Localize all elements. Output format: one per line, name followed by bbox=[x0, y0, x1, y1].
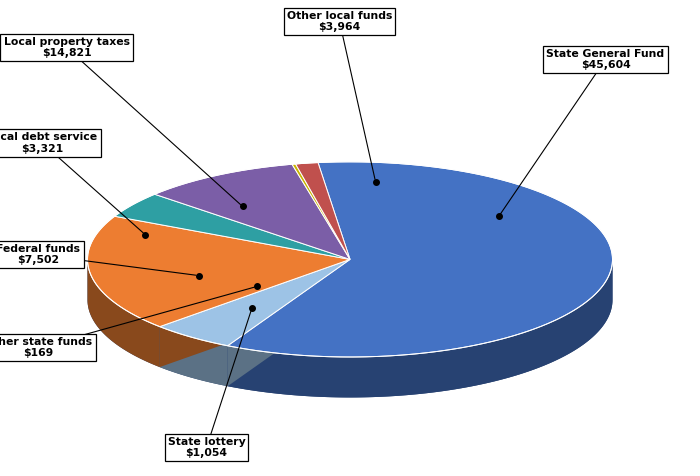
Polygon shape bbox=[228, 260, 612, 397]
Text: State lottery
$1,054: State lottery $1,054 bbox=[167, 436, 246, 458]
Polygon shape bbox=[115, 194, 350, 259]
Text: Federal funds
$7,502: Federal funds $7,502 bbox=[0, 244, 80, 266]
Polygon shape bbox=[160, 259, 350, 367]
Polygon shape bbox=[228, 259, 350, 386]
Text: Other local funds
$3,964: Other local funds $3,964 bbox=[287, 10, 392, 32]
Polygon shape bbox=[295, 163, 350, 259]
Polygon shape bbox=[88, 259, 160, 367]
Polygon shape bbox=[88, 259, 612, 397]
Polygon shape bbox=[155, 164, 350, 259]
Polygon shape bbox=[228, 162, 612, 357]
Polygon shape bbox=[88, 216, 350, 327]
Text: State General Fund
$45,604: State General Fund $45,604 bbox=[547, 49, 664, 70]
Text: Local property taxes
$14,821: Local property taxes $14,821 bbox=[4, 37, 130, 59]
Polygon shape bbox=[292, 164, 350, 259]
Polygon shape bbox=[160, 259, 350, 367]
Text: Other state funds
$169: Other state funds $169 bbox=[0, 337, 92, 358]
Polygon shape bbox=[160, 327, 228, 386]
Polygon shape bbox=[228, 259, 350, 386]
Text: Local debt service
$3,321: Local debt service $3,321 bbox=[0, 132, 97, 154]
Polygon shape bbox=[160, 259, 350, 346]
